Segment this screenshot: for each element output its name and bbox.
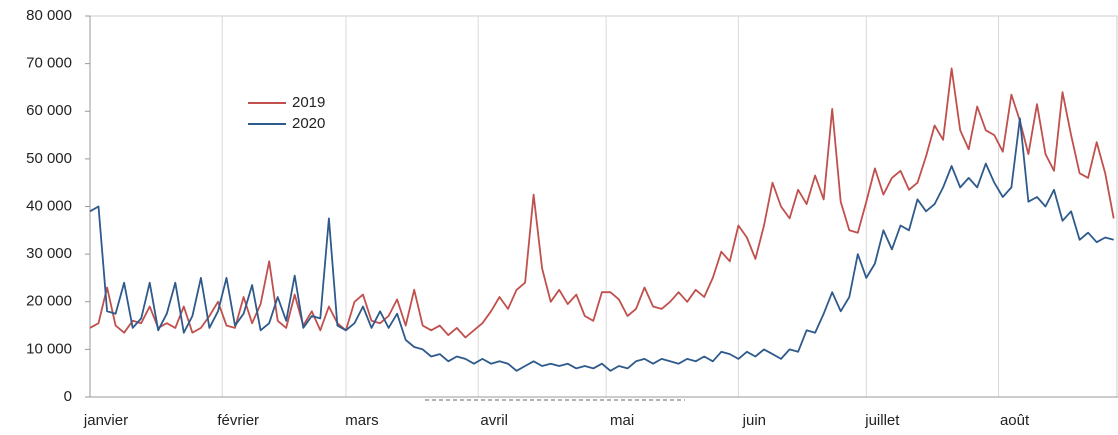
y-tick-label: 80 000 [26, 7, 72, 24]
x-tick-label: août [1000, 412, 1030, 429]
legend-label: 2019 [292, 94, 325, 111]
plot-border [89, 15, 1118, 398]
x-tick-label: juillet [864, 412, 900, 429]
y-tick-label: 20 000 [26, 293, 72, 310]
line [89, 67, 1115, 339]
legend-label: 2020 [292, 115, 325, 132]
y-tick-label: 50 000 [26, 150, 72, 167]
x-tick-label: juin [742, 412, 766, 429]
y-tick-label: 0 [64, 388, 72, 405]
y-tick-label: 30 000 [26, 245, 72, 262]
line [89, 117, 1114, 372]
x-tick-label: février [217, 412, 259, 429]
y-tick-label: 70 000 [26, 55, 72, 72]
y-tick-label: 10 000 [26, 340, 72, 357]
y-tick-label: 60 000 [26, 102, 72, 119]
y-tick-label: 40 000 [26, 197, 72, 214]
x-tick-label: avril [480, 412, 508, 429]
x-tick-label: janvier [83, 412, 128, 429]
x-tick-label: mai [610, 412, 634, 429]
x-tick-label: mars [345, 412, 378, 429]
